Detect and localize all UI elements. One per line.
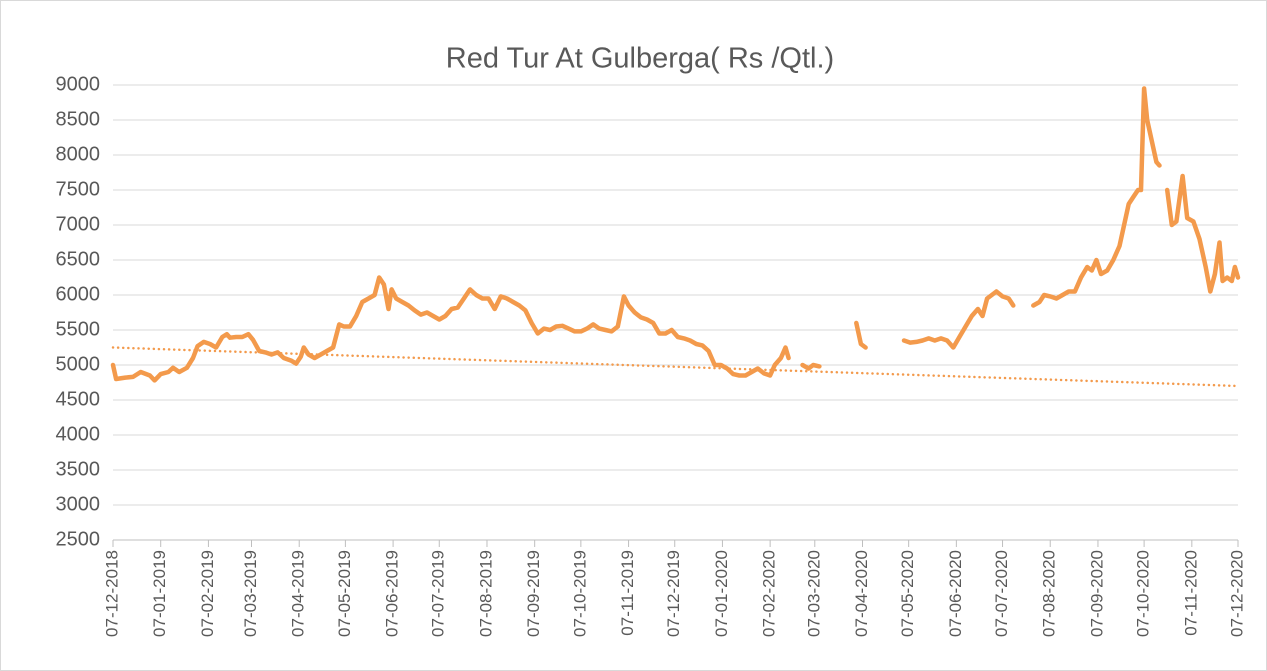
- y-tick-label: 8000: [56, 143, 101, 165]
- x-tick-label: 07-05-2020: [898, 550, 917, 637]
- x-tick-label: 07-12-2020: [1227, 550, 1246, 637]
- x-tick-label: 07-11-2020: [1181, 550, 1200, 636]
- y-tick-label: 5000: [56, 353, 101, 375]
- trendline: [111, 346, 1240, 388]
- x-tick-label: 07-09-2019: [524, 550, 543, 637]
- x-tick-label: 07-01-2020: [712, 550, 731, 637]
- x-tick-label: 07-12-2019: [664, 550, 683, 637]
- x-tick-label: 07-09-2020: [1087, 550, 1106, 637]
- chart-title: Red Tur At Gulberga( Rs /Qtl.): [446, 43, 834, 75]
- y-tick-label: 6500: [56, 248, 101, 270]
- y-tick-label: 8500: [56, 108, 101, 130]
- x-tick-label: 07-10-2019: [570, 550, 589, 637]
- x-tick-label: 07-02-2019: [198, 550, 217, 637]
- line-series: [1164, 173, 1241, 294]
- x-tick-label: 07-08-2020: [1040, 550, 1059, 637]
- x-tick-label: 07-01-2019: [150, 550, 169, 637]
- x-tick-label: 07-10-2020: [1134, 550, 1153, 637]
- y-tick-label: 5500: [56, 318, 101, 340]
- x-tick-label: 07-12-2018: [102, 550, 121, 637]
- y-tick-label: 7000: [56, 213, 101, 235]
- x-tick-label: 07-04-2020: [852, 550, 871, 637]
- x-tick-label: 07-07-2020: [992, 550, 1011, 637]
- y-tick-label: 3000: [56, 493, 101, 515]
- line-series: [901, 289, 1016, 350]
- line-series: [110, 275, 791, 383]
- x-tick-label: 07-11-2019: [618, 550, 637, 636]
- x-tick-label: 07-05-2019: [335, 550, 354, 637]
- x-tick-label: 07-08-2019: [476, 550, 495, 637]
- y-tick-label: 6000: [56, 283, 101, 305]
- x-tick-label: 07-02-2020: [760, 550, 779, 637]
- line-series: [854, 320, 868, 350]
- line-series: [800, 362, 822, 371]
- line-series: [1031, 86, 1162, 308]
- x-tick-label: 07-07-2019: [429, 550, 448, 637]
- x-tick-label: 07-04-2019: [289, 550, 308, 637]
- y-tick-label: 4500: [56, 388, 101, 410]
- y-tick-label: 9000: [56, 73, 101, 95]
- y-tick-label: 4000: [56, 423, 101, 445]
- x-tick-label: 07-03-2019: [241, 550, 260, 637]
- x-tick-label: 07-06-2020: [946, 550, 965, 637]
- y-tick-label: 7500: [56, 178, 101, 200]
- x-tick-label: 07-06-2019: [383, 550, 402, 637]
- y-tick-label: 2500: [56, 528, 101, 550]
- x-tick-label: 07-03-2020: [804, 550, 823, 637]
- y-tick-label: 3500: [56, 458, 101, 480]
